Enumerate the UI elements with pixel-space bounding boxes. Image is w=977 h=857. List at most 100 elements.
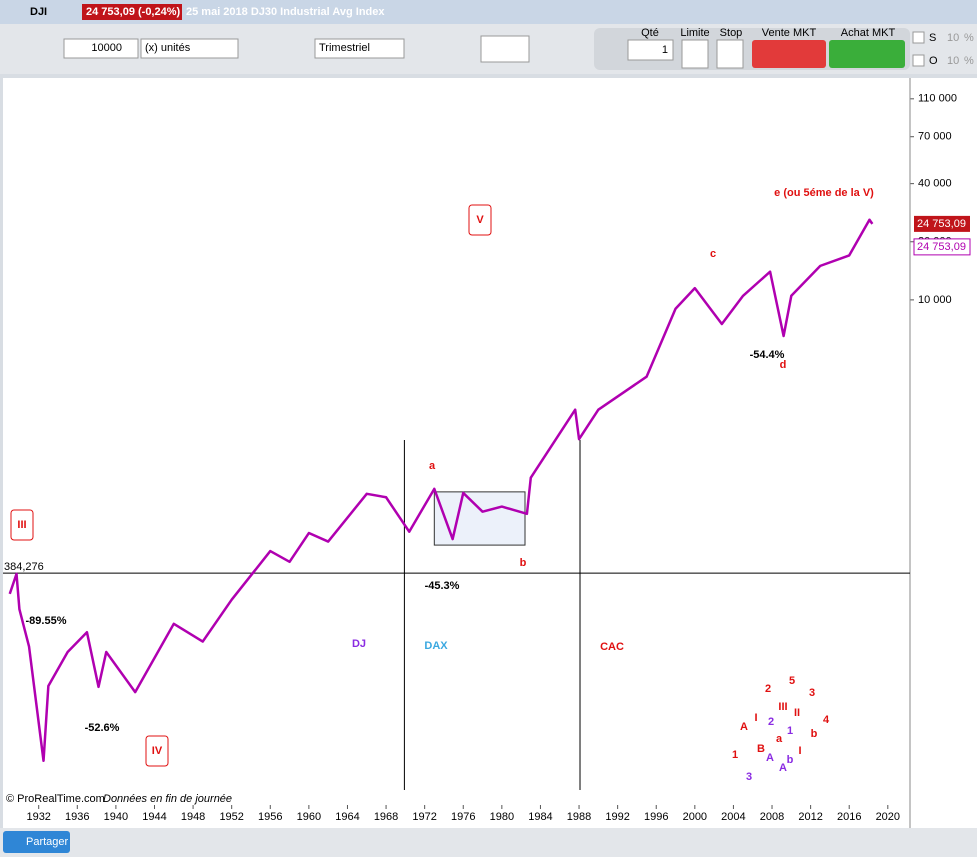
y-tick-label: 110 000 (918, 93, 957, 105)
limit-label: Limite (680, 27, 709, 39)
annotation: A (779, 762, 787, 774)
last-price-label: 24 753,09 (917, 218, 966, 230)
x-tick-label: 1932 (26, 811, 50, 823)
annotation: IV (152, 745, 163, 757)
stop-button[interactable] (716, 39, 744, 69)
x-tick-label: 1992 (605, 811, 629, 823)
annotation: 4 (823, 714, 830, 726)
bottom-bar (0, 828, 977, 857)
copyright: © ProRealTime.com (6, 793, 105, 805)
annotation: 1 (787, 725, 793, 737)
x-tick-label: 2020 (876, 811, 900, 823)
share: Partager (26, 836, 69, 848)
horizontal-line-label: 384,276 (4, 561, 44, 573)
x-tick-label: 1944 (142, 811, 166, 823)
description: 25 mai 2018 DJ30 Industrial Avg Index (186, 6, 385, 18)
x-axis-area (3, 805, 910, 828)
y-axis-area (910, 78, 977, 828)
x-tick-label: 1948 (181, 811, 205, 823)
annotation: a (429, 460, 436, 472)
x-tick-label: 2008 (760, 811, 784, 823)
units-select[interactable] (140, 38, 239, 59)
qty: 1 (662, 44, 668, 56)
units: (x) unités (145, 42, 191, 54)
s-label: S (929, 32, 936, 44)
x-tick-label: 1952 (219, 811, 243, 823)
last-price-box (914, 215, 970, 232)
annotation: V (476, 214, 484, 226)
o-checkbox[interactable] (912, 54, 925, 67)
y-tick-label: 40 000 (918, 178, 952, 190)
quote-box (82, 4, 182, 20)
zone-box (433, 491, 526, 546)
qty-label: Qté (641, 27, 659, 39)
y-tick-label: 10 000 (918, 294, 952, 306)
annotation: CAC (600, 641, 624, 653)
last-price-box-2 (913, 238, 971, 256)
x-tick-label: 1984 (528, 811, 552, 823)
share-button[interactable] (3, 831, 70, 853)
annotation: 3 (809, 687, 815, 699)
symbol[interactable]: DJI (30, 6, 47, 18)
o-unit: % (964, 55, 974, 67)
x-tick-label: 1976 (451, 811, 475, 823)
sell-button[interactable] (752, 40, 826, 68)
x-tick-label: 2000 (683, 811, 707, 823)
x-tick-label: 1956 (258, 811, 282, 823)
o-label: O (929, 55, 938, 67)
annotation: b (811, 728, 818, 740)
annotation: 2 (765, 683, 771, 695)
annotation: a (776, 733, 783, 745)
s-checkbox[interactable] (912, 31, 925, 44)
annotation: I (798, 745, 801, 757)
annotation: A (740, 721, 748, 733)
annotation: e (ou 5éme de la V) (774, 187, 874, 199)
o-pct: 10 (947, 55, 959, 67)
limit-button[interactable] (681, 39, 709, 69)
s-unit: % (964, 32, 974, 44)
buy-button[interactable] (829, 40, 905, 68)
x-tick-label: 1996 (644, 811, 668, 823)
annotation: DJ (352, 638, 366, 650)
annotation: A (766, 752, 774, 764)
x-tick-label: 2012 (798, 811, 822, 823)
y-tick-label: 70 000 (918, 131, 952, 143)
annotation: b (520, 557, 527, 569)
annotation: I (754, 712, 757, 724)
annotation-box (468, 204, 492, 236)
quantity: 10000 (91, 42, 122, 54)
period: Trimestriel (319, 42, 370, 54)
annotation-box (10, 509, 34, 541)
annotation: III (17, 519, 26, 531)
period-select[interactable] (314, 38, 405, 59)
annotation-box (145, 735, 169, 767)
quote: 24 753,09 (-0,24%) (86, 6, 181, 18)
price-line (8, 218, 874, 763)
x-tick-label: 1968 (374, 811, 398, 823)
data-note: Données en fin de journée (103, 793, 232, 805)
annotation: -89.55% (26, 615, 67, 627)
x-tick-label: 1940 (104, 811, 128, 823)
plot-area (3, 78, 910, 805)
quantity-input[interactable] (63, 38, 139, 59)
x-tick-label: 1964 (335, 811, 359, 823)
sell-label: Vente MKT (762, 27, 817, 39)
x-tick-label: 1988 (567, 811, 591, 823)
x-tick-label: 1980 (490, 811, 514, 823)
annotation: B (757, 743, 765, 755)
annotation: b (787, 754, 794, 766)
x-tick-label: 2004 (721, 811, 745, 823)
s-pct: 10 (947, 32, 959, 44)
annotation: -45.3% (425, 580, 460, 592)
annotation: DAX (424, 640, 448, 652)
chart-type-button[interactable] (480, 35, 530, 63)
annotation: c (710, 248, 716, 260)
x-tick-label: 2016 (837, 811, 861, 823)
annotation: 5 (789, 675, 795, 687)
qty-input[interactable] (627, 39, 674, 61)
x-tick-label: 1936 (65, 811, 89, 823)
annotation: d (780, 359, 787, 371)
x-tick-label: 1960 (297, 811, 321, 823)
